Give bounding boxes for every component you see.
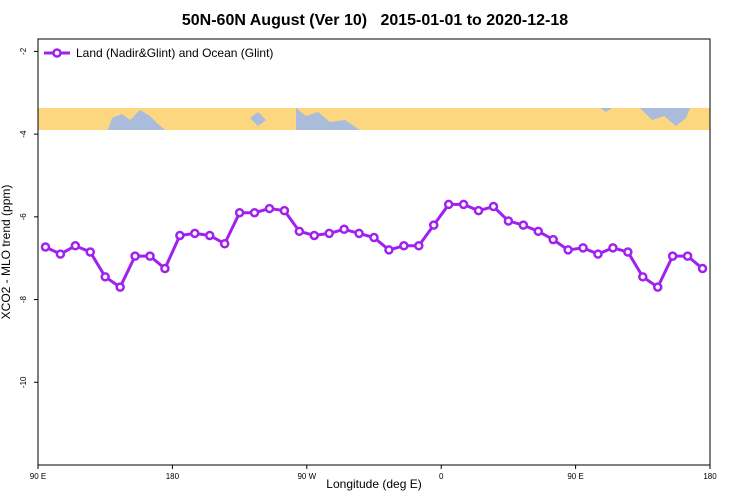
data-point [384, 245, 394, 255]
y-tick-label: -8 [19, 295, 28, 303]
data-point [234, 207, 245, 218]
data-point [488, 201, 499, 212]
data-point [249, 207, 260, 218]
data-point [324, 228, 334, 239]
x-tick-label: 90 E [30, 472, 46, 481]
data-point [160, 263, 170, 274]
data-point [458, 199, 469, 210]
data-point [608, 243, 618, 253]
data-point [443, 199, 454, 210]
data-point [115, 282, 125, 292]
data-point [145, 251, 155, 261]
data-point [638, 272, 648, 282]
data-point [219, 238, 230, 249]
data-point [130, 251, 140, 261]
x-tick-label: 180 [703, 472, 717, 481]
data-point [40, 242, 51, 252]
data-point [354, 228, 364, 239]
data-point [190, 228, 200, 239]
x-tick-label: 90 W [297, 472, 316, 481]
data-point [682, 251, 693, 261]
data-point [339, 224, 349, 235]
x-tick-label: 180 [166, 472, 180, 481]
data-point [503, 216, 514, 226]
data-point [264, 203, 275, 214]
data-point [667, 251, 678, 261]
data-point [85, 247, 96, 257]
data-point [623, 247, 633, 257]
data-point [548, 234, 558, 245]
x-tick-label: 0 [439, 472, 444, 481]
data-point [100, 272, 110, 282]
legend-label: Land (Nadir&Glint) and Ocean (Glint) [76, 46, 273, 60]
plot-frame [37, 38, 711, 466]
chart-title: 50N-60N August (Ver 10) 2015-01-01 to 20… [182, 12, 568, 29]
data-point [294, 226, 305, 237]
y-tick-label: -4 [19, 130, 28, 138]
data-point [279, 205, 290, 216]
data-point [309, 230, 320, 241]
legend-marker [52, 48, 62, 58]
y-tick-label: -10 [19, 376, 28, 388]
y-tick-label: -6 [19, 213, 28, 221]
data-point [204, 230, 215, 241]
data-point [593, 249, 603, 259]
y-axis-label: XCO2 - MLO trend (ppm) [0, 185, 13, 320]
x-axis-label: Longitude (deg E) [326, 477, 421, 491]
map-strip [38, 108, 710, 130]
data-point [70, 241, 81, 251]
series-line [44, 202, 704, 290]
data-point [428, 220, 439, 230]
data-point [697, 263, 708, 274]
data-point [55, 249, 66, 259]
data-point [369, 232, 379, 243]
x-tick-label: 90 E [567, 472, 583, 481]
data-point [533, 226, 544, 237]
data-point [652, 282, 663, 292]
data-point [175, 230, 185, 241]
data-point [399, 241, 409, 251]
data-point [563, 245, 573, 255]
data-point [473, 205, 484, 216]
data-point [518, 220, 529, 230]
y-tick-label: -2 [19, 47, 28, 55]
data-point [414, 241, 424, 251]
data-point [578, 243, 588, 253]
